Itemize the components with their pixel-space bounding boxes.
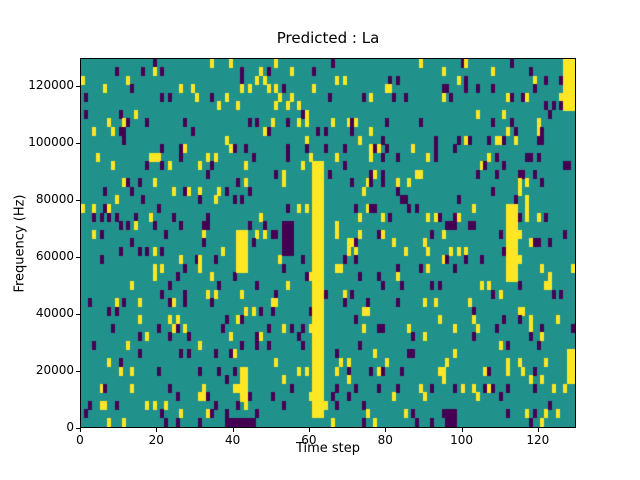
x-tick-label: 0 (76, 433, 84, 447)
y-axis-label: Frequency (Hz) (12, 194, 28, 293)
y-tick-mark (76, 86, 80, 88)
y-tick-label: 60000 (35, 249, 74, 264)
y-tick-label: 120000 (28, 78, 74, 93)
y-tick-label: 80000 (35, 192, 74, 207)
x-tick-mark (461, 428, 463, 432)
y-tick-label: 40000 (35, 306, 74, 321)
y-tick-label: 100000 (28, 135, 74, 150)
y-tick-label: 20000 (35, 363, 74, 378)
x-axis-label: Time step (295, 441, 361, 456)
chart-title: Predicted : La (276, 29, 380, 47)
x-tick-label: 60 (301, 433, 317, 447)
x-tick-label: 80 (377, 433, 393, 447)
x-tick-mark (232, 428, 234, 432)
x-tick-mark (537, 428, 539, 432)
y-tick-mark (76, 314, 80, 316)
x-tick-mark (156, 428, 158, 432)
y-tick-mark (76, 143, 80, 145)
heatmap-plot-area (80, 58, 576, 428)
y-tick-mark (76, 257, 80, 259)
x-tick-label: 40 (224, 433, 241, 447)
y-tick-mark (76, 200, 80, 202)
x-tick-mark (80, 428, 81, 432)
x-tick-label: 120 (526, 433, 550, 447)
x-tick-label: 100 (450, 433, 473, 447)
x-tick-mark (385, 428, 387, 432)
y-tick-mark (76, 371, 80, 373)
y-tick-mark (76, 428, 80, 429)
y-tick-label: 0 (66, 420, 74, 434)
x-tick-mark (308, 428, 310, 432)
heatmap-canvas (81, 59, 575, 427)
x-tick-label: 20 (148, 433, 164, 447)
